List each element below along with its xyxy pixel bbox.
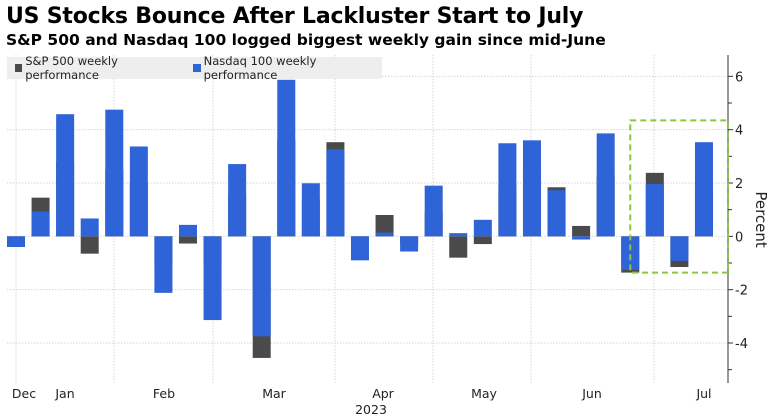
chart-title: US Stocks Bounce After Lackluster Start … — [6, 4, 584, 29]
bar-sp500 — [178, 236, 197, 244]
bar-nasdaq — [80, 218, 99, 237]
x-tick-label-jul: Jul — [695, 386, 711, 401]
x-tick-label-feb: Feb — [153, 386, 175, 401]
legend: S&P 500 weekly performance Nasdaq 100 we… — [7, 54, 382, 82]
bar-sp500 — [572, 225, 591, 237]
bar-sp500 — [473, 236, 492, 245]
bar-nasdaq — [105, 109, 124, 237]
x-tick-label-jun: Jun — [581, 386, 602, 401]
bar-nasdaq — [203, 236, 222, 321]
bar-nasdaq — [449, 233, 468, 237]
x-tick-label-apr: Apr — [372, 386, 394, 401]
y-axis-label: Percent — [752, 191, 770, 248]
bar-nasdaq — [473, 219, 492, 237]
bar-nasdaq — [621, 236, 640, 270]
bar-sp500 — [375, 215, 394, 237]
bar-nasdaq — [350, 236, 369, 261]
x-tick-label-jan: Jan — [54, 386, 74, 401]
bar-nasdaq — [694, 142, 713, 237]
bar-nasdaq — [7, 236, 25, 247]
bar-nasdaq — [301, 183, 320, 237]
bar-nasdaq — [572, 236, 591, 240]
bar-nasdaq — [326, 149, 345, 237]
x-year-label: 2023 — [355, 402, 387, 417]
bar-nasdaq — [547, 190, 566, 237]
legend-swatch-nasdaq — [193, 64, 201, 72]
legend-swatch-sp500 — [15, 64, 23, 72]
bar-nasdaq — [670, 236, 689, 261]
y-tick-label: -2 — [735, 284, 748, 299]
bar-sp500 — [80, 236, 99, 254]
bar-nasdaq — [375, 232, 394, 237]
bar-nasdaq — [56, 114, 75, 237]
y-tick-label: 4 — [735, 124, 743, 139]
bar-nasdaq — [645, 184, 664, 237]
legend-label-nasdaq: Nasdaq 100 weekly performance — [203, 54, 317, 82]
y-tick-label: 6 — [735, 70, 743, 85]
bar-nasdaq — [154, 236, 173, 293]
chart-subtitle: S&P 500 and Nasdaq 100 logged biggest we… — [6, 31, 606, 49]
bar-nasdaq — [228, 164, 247, 237]
y-tick-label: 2 — [735, 177, 743, 192]
legend-label-sp500: S&P 500 weekly performance — [25, 54, 118, 82]
bar-nasdaq — [424, 185, 443, 237]
legend-item-nasdaq: Nasdaq 100 weekly performance — [193, 54, 376, 82]
highlight-box — [629, 119, 729, 274]
bar-nasdaq — [522, 140, 541, 237]
bar-nasdaq — [400, 236, 419, 252]
bar-nasdaq — [252, 236, 271, 337]
legend-item-sp500: S&P 500 weekly performance — [15, 54, 179, 82]
bar-nasdaq — [178, 224, 197, 237]
bar-nasdaq — [31, 211, 50, 237]
x-tick-label-may: May — [471, 386, 497, 401]
x-tick-label-mar: Mar — [262, 386, 286, 401]
bar-sp500 — [449, 236, 468, 258]
bar-nasdaq — [129, 146, 148, 237]
x-tick-label-dec: Dec — [12, 386, 36, 401]
bar-nasdaq — [498, 143, 517, 237]
bar-nasdaq — [596, 133, 615, 237]
y-tick-label: -4 — [735, 337, 748, 352]
bar-nasdaq — [277, 79, 296, 237]
y-tick-label: 0 — [735, 230, 743, 245]
